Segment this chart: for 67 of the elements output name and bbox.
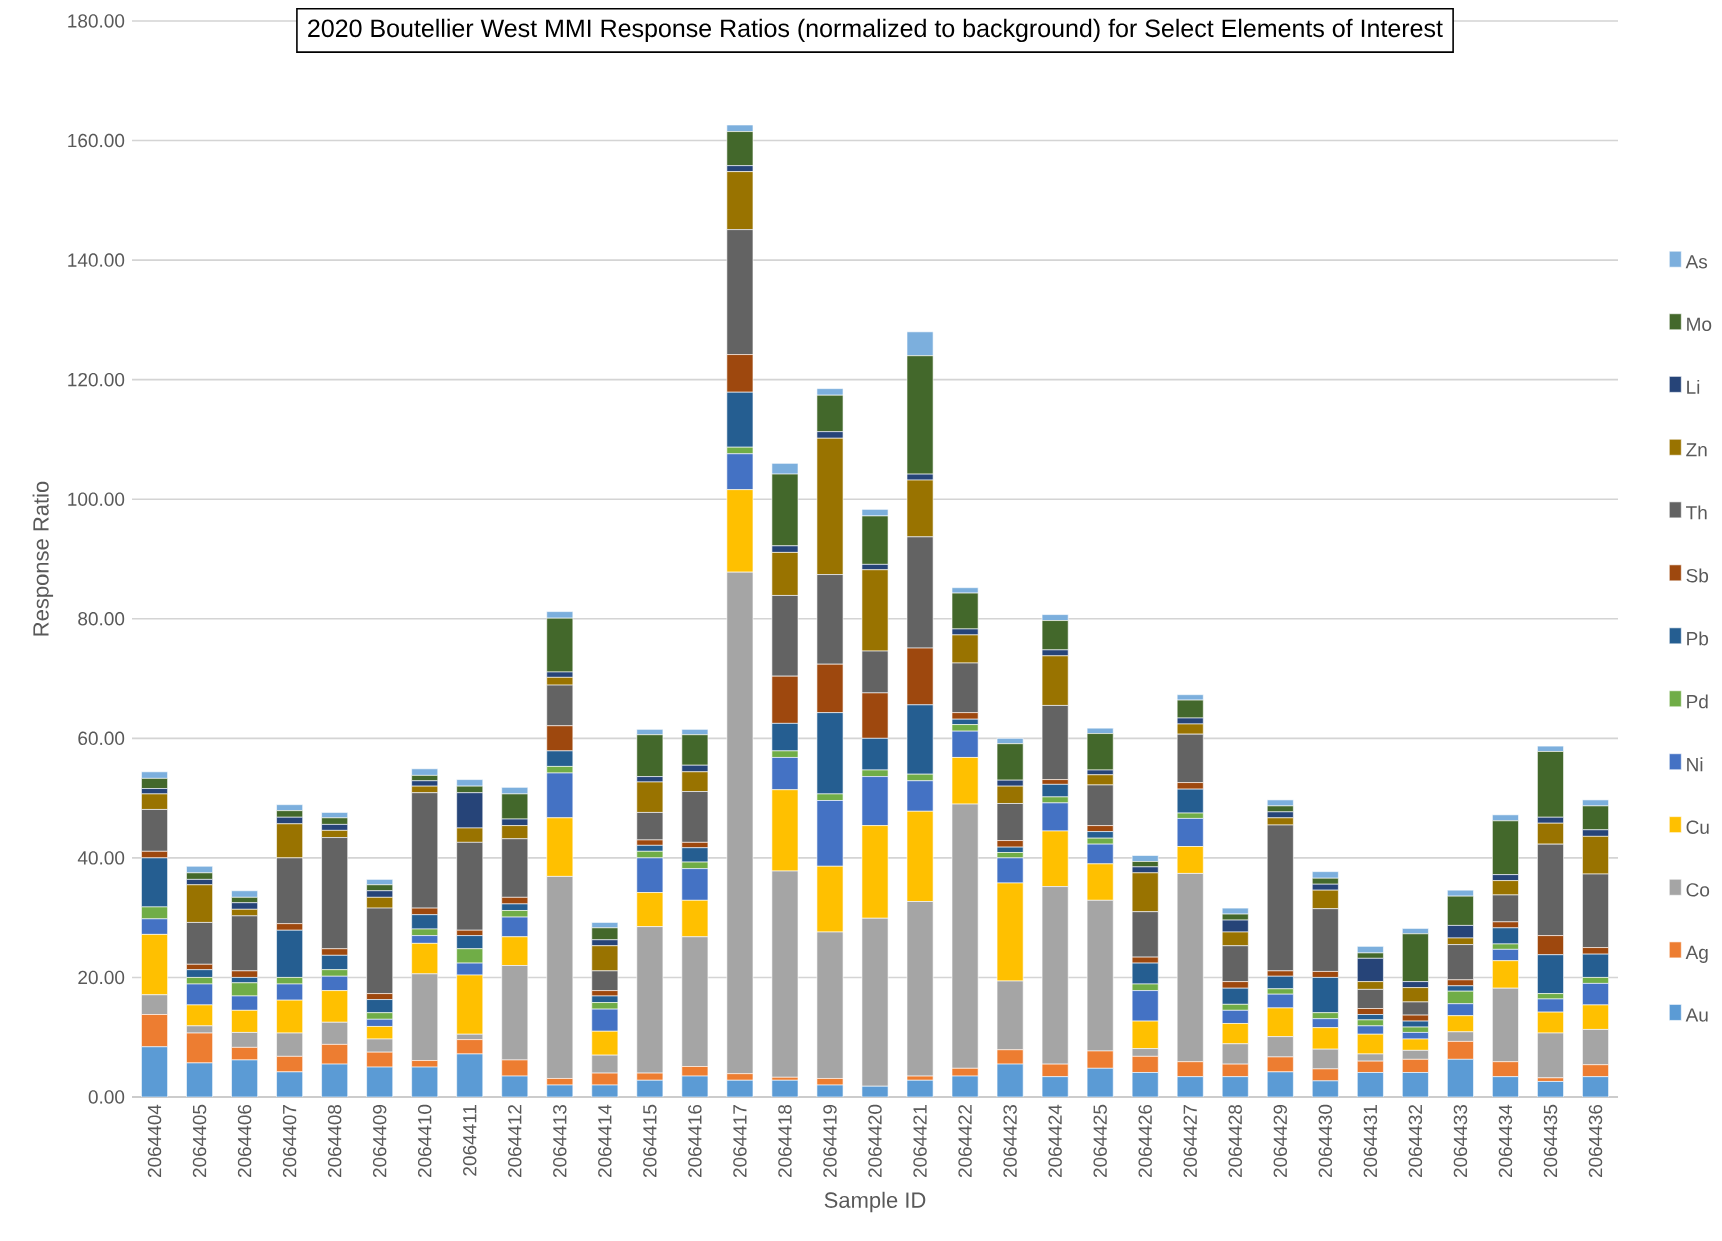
x-tick-label: 2064418 [778, 1104, 792, 1178]
legend-label: Co [1686, 883, 1710, 897]
y-tick-label: 80.00 [78, 612, 125, 626]
x-tick-label: 2064412 [508, 1105, 522, 1178]
legend-label: Mo [1687, 317, 1712, 331]
bar [1537, 1081, 1564, 1097]
x-tick-label: 2064435 [1543, 1104, 1558, 1178]
x-tick-label: 2064420 [868, 1104, 882, 1178]
x-tick-label: 2064434 [1498, 1104, 1513, 1178]
x-tick-label: 2064425 [1093, 1104, 1107, 1178]
y-tick-label: 140.00 [68, 253, 125, 267]
legend-label: Ni [1687, 757, 1703, 772]
x-tick-label: 2064413 [553, 1104, 567, 1178]
y-axis-title: Response Ratio [32, 481, 54, 636]
x-tick-label: 2064405 [192, 1104, 207, 1178]
x-tick-label: 2064410 [417, 1104, 432, 1178]
legend-label: Li [1687, 379, 1700, 394]
x-tick-label: 2064430 [1318, 1104, 1333, 1178]
bar [1266, 799, 1294, 807]
x-tick-label: 2064436 [1588, 1104, 1603, 1178]
bar [1131, 855, 1159, 862]
x-tick-label: 2064407 [282, 1105, 297, 1178]
x-tick-label: 2064429 [1273, 1104, 1288, 1178]
y-tick-label: 40.00 [77, 851, 125, 865]
x-tick-label: 2064408 [327, 1104, 342, 1178]
legend-label: Zn [1686, 443, 1707, 457]
x-tick-label: 2064419 [823, 1104, 837, 1178]
y-tick-label: 60.00 [78, 731, 125, 746]
legend-label: Ag [1685, 945, 1708, 963]
x-tick-label: 2064427 [1183, 1105, 1197, 1178]
legend-label: Cu [1686, 820, 1709, 834]
x-tick-label: 2064416 [688, 1104, 702, 1178]
legend-label: Pd [1687, 694, 1708, 709]
x-tick-label: 2064426 [1138, 1104, 1152, 1178]
y-tick-label: 120.00 [68, 372, 125, 387]
x-tick-label: 2064428 [1228, 1104, 1242, 1178]
x-tick-label: 2064433 [1453, 1104, 1468, 1178]
bar [411, 768, 439, 776]
y-tick-label: 20.00 [78, 970, 125, 985]
x-tick-label: 2064422 [958, 1105, 972, 1178]
x-tick-label: 2064406 [237, 1104, 252, 1178]
bar [906, 1079, 934, 1097]
x-tick-label: 2064423 [1003, 1104, 1017, 1178]
bar [1221, 907, 1249, 915]
x-tick-label: 2064417 [733, 1105, 747, 1178]
bar [231, 890, 258, 898]
legend-label: As [1685, 255, 1708, 269]
y-tick-label: 100.00 [68, 492, 125, 506]
x-tick-label: 2064421 [913, 1105, 927, 1178]
x-tick-label: 2064432 [1408, 1105, 1423, 1178]
x-tick-label: 2064431 [1363, 1105, 1378, 1178]
legend-label: Sb [1686, 568, 1709, 583]
legend-label: Th [1686, 505, 1707, 520]
x-tick-label: 2064424 [1048, 1104, 1062, 1178]
x-tick-label: 2064415 [643, 1104, 657, 1178]
x-tick-label: 2064414 [598, 1104, 612, 1178]
bar [771, 1079, 799, 1097]
y-tick-label: 0.00 [88, 1090, 125, 1104]
x-tick-label: 2064404 [147, 1104, 162, 1178]
x-tick-label: 2064409 [372, 1104, 387, 1178]
x-axis-title: Sample ID [824, 1191, 926, 1213]
x-tick-label: 2064411 [463, 1105, 477, 1176]
y-tick-label: 180.00 [68, 14, 125, 28]
y-tick-label: 160.00 [68, 133, 125, 148]
chart-title: 2020 Boutellier West MMI Response Ratios (normalized to background) for Select Elements of Interest [308, 18, 1443, 43]
legend-label: Pb [1687, 631, 1709, 646]
legend-label: Au [1685, 1008, 1708, 1022]
